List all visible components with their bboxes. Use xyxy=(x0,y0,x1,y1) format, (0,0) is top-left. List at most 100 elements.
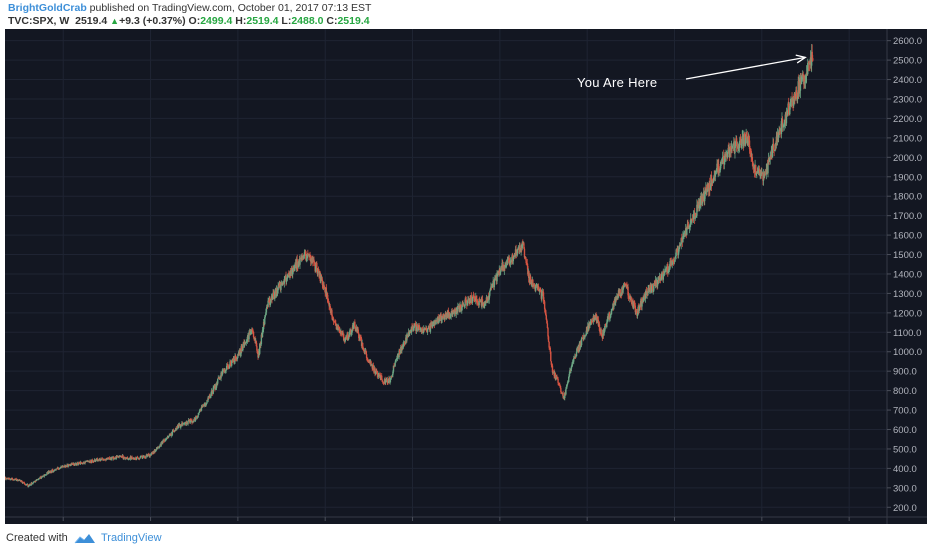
candle-body xyxy=(613,304,615,307)
candle-body xyxy=(146,454,148,457)
symbol-label[interactable]: TVC:SPX, W xyxy=(8,15,70,27)
candle xyxy=(402,340,405,348)
candle-body xyxy=(151,452,153,454)
candle xyxy=(571,359,574,367)
candle-body xyxy=(387,381,390,383)
chart-area[interactable]: 2600.0 2500.0 2400.0 2300.0 2200.0 2100.0 2000… xyxy=(4,29,927,533)
candle xyxy=(774,142,776,152)
candle xyxy=(489,290,491,298)
candle xyxy=(508,255,511,267)
candle-body xyxy=(686,224,689,229)
candle-body xyxy=(13,479,15,481)
candle-body xyxy=(117,456,120,458)
candle-body xyxy=(257,351,260,358)
candle-body xyxy=(609,317,611,319)
candle-body xyxy=(462,302,464,306)
candle-body xyxy=(265,308,268,313)
candle-body xyxy=(340,330,343,335)
candle xyxy=(241,343,243,353)
candle xyxy=(509,257,512,268)
price-scale[interactable]: 2600.0 2500.0 2400.0 2300.0 2200.0 2100.0 2000… xyxy=(887,36,922,514)
y-tick-label: 1900.0 xyxy=(893,172,922,183)
candle-body xyxy=(163,440,166,442)
candle-body xyxy=(732,143,734,146)
candle-body xyxy=(84,461,86,464)
candle-body xyxy=(735,138,738,147)
candle-body xyxy=(674,257,676,262)
candle-body xyxy=(459,304,462,308)
candle xyxy=(354,319,356,328)
candle-body xyxy=(252,331,255,338)
candle xyxy=(780,118,783,139)
candle-body xyxy=(767,164,769,174)
candle-body xyxy=(800,76,803,85)
candle-body xyxy=(345,336,347,339)
candle-body xyxy=(732,145,734,148)
candle-body xyxy=(82,463,84,465)
candle-body xyxy=(125,458,128,459)
candle xyxy=(183,423,186,426)
candle-body xyxy=(155,449,157,451)
candle xyxy=(111,456,113,461)
candle xyxy=(457,302,459,316)
candle-body xyxy=(138,458,141,460)
candle-body xyxy=(682,235,684,243)
candle xyxy=(499,271,502,276)
y-tick-label: 1000.0 xyxy=(893,347,922,358)
candle-body xyxy=(255,341,258,347)
candle-body xyxy=(293,268,296,271)
candle xyxy=(409,330,411,337)
author-link[interactable]: BrightGoldCrab xyxy=(8,2,87,14)
candle-body xyxy=(126,457,129,460)
candle-body xyxy=(395,359,397,363)
candle-body xyxy=(198,411,200,414)
candle xyxy=(772,138,775,153)
candle xyxy=(402,342,404,350)
candle-body xyxy=(154,450,157,452)
candle-body xyxy=(7,478,9,479)
annotation-arrowhead-icon xyxy=(795,54,807,64)
low-label: L: xyxy=(281,15,292,27)
candle-body xyxy=(137,457,139,459)
candle-body xyxy=(251,329,254,331)
candle-body xyxy=(711,179,714,183)
candle xyxy=(516,249,518,257)
candle-body xyxy=(131,456,133,459)
candle-body xyxy=(31,483,34,485)
candle xyxy=(800,75,803,85)
candle-body xyxy=(565,388,567,395)
candle-body xyxy=(246,336,249,342)
candle-body xyxy=(686,228,688,235)
candle-body xyxy=(374,372,377,374)
candle xyxy=(696,199,698,219)
candle-body xyxy=(203,404,205,407)
candle xyxy=(440,312,442,324)
price-chart[interactable]: 2600.0 2500.0 2400.0 2300.0 2200.0 2100.0 2000… xyxy=(4,29,927,533)
candle-body xyxy=(795,90,798,98)
candle-body xyxy=(231,360,233,366)
footer: Created with TradingView xyxy=(0,527,932,550)
candle-body xyxy=(734,145,737,147)
candle-body xyxy=(483,305,485,307)
candle xyxy=(414,320,417,326)
candle xyxy=(332,316,335,325)
candle-body xyxy=(674,255,677,258)
candle-body xyxy=(589,321,592,323)
tradingview-logo-icon[interactable] xyxy=(74,531,96,545)
candle xyxy=(743,130,745,148)
candle-body xyxy=(265,312,267,316)
candle-body xyxy=(473,295,475,299)
candle-body xyxy=(195,415,197,420)
candle-body xyxy=(334,321,336,324)
tradingview-brand-link[interactable]: TradingView xyxy=(101,532,162,544)
candle-body xyxy=(559,384,561,386)
candle-body xyxy=(705,187,708,192)
candle-body xyxy=(704,190,706,195)
candle-body xyxy=(92,461,94,462)
candle xyxy=(177,422,180,429)
candle-body xyxy=(519,245,521,250)
candle xyxy=(222,367,224,375)
candle-body xyxy=(269,297,271,306)
candle-body xyxy=(679,244,682,246)
candle-body xyxy=(94,460,97,462)
